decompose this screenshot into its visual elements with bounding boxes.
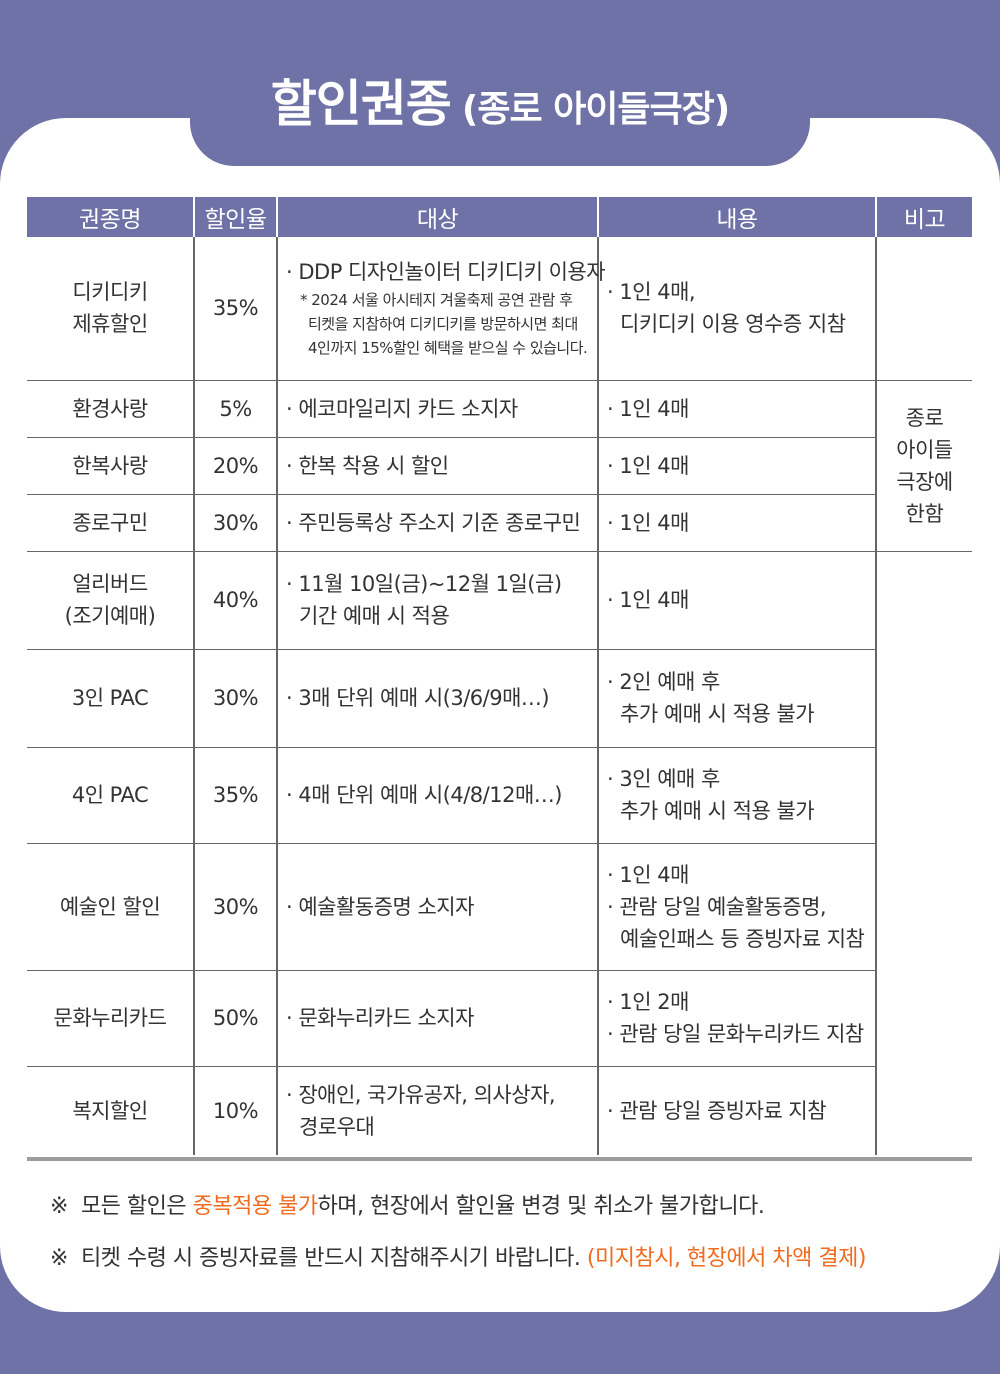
target: · 에코마일리지 카드 소지자 bbox=[276, 379, 598, 437]
content: · 1인 4매 · 관람 당일 예술활동증명, 예술인패스 등 증빙자료 지참 bbox=[597, 842, 876, 970]
header-name: 권종명 bbox=[27, 197, 194, 237]
table-row: 환경사랑 5% · 에코마일리지 카드 소지자 · 1인 4매 종로 아이들 극… bbox=[27, 379, 972, 551]
target: · 주민등록상 주소지 기준 종로구민 bbox=[276, 493, 598, 551]
ticket-name: 디키디키 제휴할인 bbox=[72, 280, 148, 337]
footnotes: ※ 모든 할인은 중복적용 불가하며, 현장에서 할인율 변경 및 취소가 불가… bbox=[50, 1192, 866, 1296]
content: · 1인 4매 bbox=[597, 379, 876, 437]
discount-rate: 5% bbox=[193, 379, 277, 437]
discount-table: 권종명 할인율 대상 내용 비고 디키디키 제휴할인 35% · DDP 디자인… bbox=[27, 197, 972, 1155]
ticket-name: 환경사랑 bbox=[27, 379, 194, 437]
title-main: 할인권종 bbox=[270, 75, 452, 133]
table-row: 종로구민 30% · 주민등록상 주소지 기준 종로구민 · 1인 4매 bbox=[27, 493, 972, 551]
note-empty bbox=[875, 237, 972, 380]
table-row: 복지할인 10% · 장애인, 국가유공자, 의사상자, 경로우대 · 관람 당… bbox=[27, 1065, 972, 1155]
discount-rate: 30% bbox=[193, 648, 277, 747]
ticket-name: 문화누리카드 bbox=[27, 969, 194, 1066]
table-row: 예술인 할인 30% · 예술활동증명 소지자 · 1인 4매 · 관람 당일 … bbox=[27, 842, 972, 970]
header-target: 대상 bbox=[276, 197, 598, 237]
content: · 1인 4매 bbox=[597, 436, 876, 494]
target: · 한복 착용 시 할인 bbox=[276, 436, 598, 494]
content: · 1인 4매 bbox=[597, 493, 876, 551]
discount-rate: 40% bbox=[193, 550, 277, 649]
table-row: 3인 PAC 30% · 3매 단위 예매 시(3/6/9매…) · 2인 예매… bbox=[27, 648, 972, 747]
content: · 2인 예매 후 추가 예매 시 적용 불가 bbox=[597, 648, 876, 747]
note-merged: 종로 아이들 극장에 한함 bbox=[875, 379, 972, 551]
ticket-name: 복지할인 bbox=[27, 1065, 194, 1155]
table-row: 한복사랑 20% · 한복 착용 시 할인 · 1인 4매 bbox=[27, 436, 972, 494]
discount-rate: 30% bbox=[193, 842, 277, 970]
table-row: 디키디키 제휴할인 35% · DDP 디자인놀이터 디키디키 이용자 * 20… bbox=[27, 237, 972, 380]
content: · 관람 당일 증빙자료 지참 bbox=[597, 1065, 876, 1155]
target: · 3매 단위 예매 시(3/6/9매…) bbox=[276, 648, 598, 747]
header-note: 비고 bbox=[875, 197, 972, 237]
target: · DDP 디자인놀이터 디키디키 이용자 * 2024 서울 아시테지 겨울축… bbox=[276, 237, 606, 380]
target: · 4매 단위 예매 시(4/8/12매…) bbox=[276, 746, 598, 843]
discount-rate: 10% bbox=[193, 1065, 277, 1155]
ticket-name: 3인 PAC bbox=[27, 648, 194, 747]
table-row: 4인 PAC 35% · 4매 단위 예매 시(4/8/12매…) · 3인 예… bbox=[27, 746, 972, 843]
table-header-row: 권종명 할인율 대상 내용 비고 bbox=[27, 197, 972, 237]
reference-mark: ※ bbox=[50, 1194, 68, 1219]
table-row: 얼리버드 (조기예매) 40% · 11월 10일(금)~12월 1일(금) 기… bbox=[27, 550, 972, 1155]
footnote-1: ※ 모든 할인은 중복적용 불가하며, 현장에서 할인율 변경 및 취소가 불가… bbox=[50, 1194, 765, 1219]
target: · 11월 10일(금)~12월 1일(금) 기간 예매 시 적용 bbox=[276, 550, 598, 649]
content: · 1인 4매, 디키디키 이용 영수증 지참 bbox=[597, 237, 876, 380]
highlight-text: (미지참시, 현장에서 차액 결제) bbox=[586, 1246, 867, 1271]
title-sub: (종로 아이들극장) bbox=[461, 89, 730, 130]
note-empty bbox=[875, 550, 972, 1155]
ticket-name: 예술인 할인 bbox=[27, 842, 194, 970]
discount-rate: 20% bbox=[193, 436, 277, 494]
target: · 문화누리카드 소지자 bbox=[276, 969, 598, 1066]
header-rate: 할인율 bbox=[193, 197, 277, 237]
discount-rate: 35% bbox=[193, 746, 277, 843]
content: · 3인 예매 후 추가 예매 시 적용 불가 bbox=[597, 746, 876, 843]
ticket-name: 얼리버드 (조기예매) bbox=[27, 550, 194, 649]
table-bottom-rule bbox=[27, 1157, 972, 1161]
content: · 1인 2매 · 관람 당일 문화누리카드 지참 bbox=[597, 969, 876, 1066]
discount-rate: 35% bbox=[193, 237, 277, 380]
header-content: 내용 bbox=[597, 197, 876, 237]
discount-rate: 30% bbox=[193, 493, 277, 551]
ticket-name: 4인 PAC bbox=[27, 746, 194, 843]
reference-mark: ※ bbox=[50, 1246, 68, 1271]
highlight-text: 중복적용 불가 bbox=[192, 1194, 318, 1219]
title-tab bbox=[190, 44, 810, 166]
ticket-name: 종로구민 bbox=[27, 493, 194, 551]
ticket-name: 한복사랑 bbox=[27, 436, 194, 494]
target: · 장애인, 국가유공자, 의사상자, 경로우대 bbox=[276, 1065, 598, 1155]
footnote-2: ※ 티켓 수령 시 증빙자료를 반드시 지참해주시기 바랍니다. (미지참시, … bbox=[50, 1246, 867, 1271]
discount-rate: 50% bbox=[193, 969, 277, 1066]
content: · 1인 4매 bbox=[597, 550, 876, 649]
table-row: 문화누리카드 50% · 문화누리카드 소지자 · 1인 2매 · 관람 당일 … bbox=[27, 969, 972, 1066]
target: · 예술활동증명 소지자 bbox=[276, 842, 598, 970]
page-title: 할인권종 (종로 아이들극장) bbox=[190, 64, 810, 136]
